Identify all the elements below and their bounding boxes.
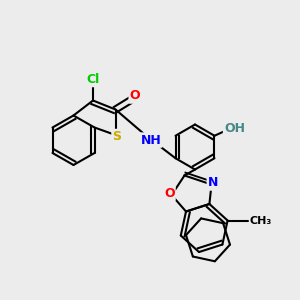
- Text: CH₃: CH₃: [249, 215, 272, 226]
- Text: O: O: [164, 187, 175, 200]
- Text: Cl: Cl: [86, 73, 100, 86]
- Text: NH: NH: [140, 134, 161, 147]
- Text: OH: OH: [224, 122, 245, 135]
- Text: S: S: [112, 130, 122, 143]
- Text: O: O: [130, 89, 140, 103]
- Text: N: N: [208, 176, 218, 190]
